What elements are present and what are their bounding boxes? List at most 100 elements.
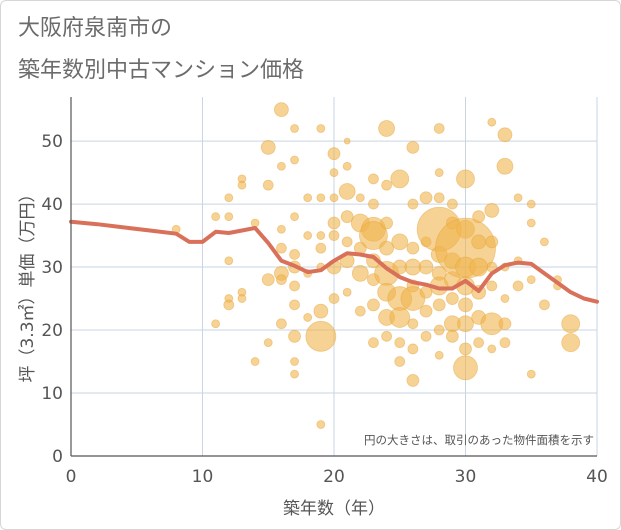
y-tick-label: 30 [41,258,63,278]
bubble-point [250,218,260,228]
bubble-point [288,329,301,343]
bubble-point [471,234,487,250]
bubble-point [316,231,326,240]
bubble-point [433,123,445,134]
bubble-point [394,356,406,367]
bubble-point [561,333,581,353]
bubble-point [290,124,299,133]
bubble-point [289,280,300,292]
bubble-point [338,183,356,200]
bubble-point [303,231,313,240]
bubble-point [275,318,287,330]
bubble-point [469,257,489,277]
bubble-point [381,179,393,191]
bubble-point [473,337,485,349]
bubble-point [263,338,273,348]
bubble-point [368,337,379,349]
y-axis-label: 坪（3.3㎡）単価（万円） [18,185,38,382]
bubble-point [313,303,329,319]
bubble-point [459,342,472,356]
bubble-point [472,210,486,224]
bubble-point [497,127,513,143]
bubble-point [434,168,444,177]
bubble-point [500,294,510,303]
bubble-point [406,374,420,387]
bubble-point [420,330,432,342]
bubble-point [453,355,478,381]
bubble-point [498,317,512,331]
bubble-point [359,221,388,250]
bubble-point [305,320,337,352]
x-tick-label: 30 [455,467,477,487]
bubble-point [445,329,459,343]
bubble-point [487,117,497,127]
x-tick-label: 20 [323,467,345,487]
bubble-point [368,198,379,210]
bubble-point [561,314,581,334]
bubble-point [445,292,459,305]
bubble-point [223,299,235,311]
bubble-point [485,235,499,249]
bubble-point [499,337,511,349]
bubble-point [290,357,299,366]
bubble-point [211,212,221,222]
bubble-point [446,198,458,210]
bubble-point [342,287,352,297]
bubble-point [289,299,300,311]
bubble-point [378,120,396,137]
bubble-point [328,230,340,241]
bubble-point [341,236,353,248]
bubble-point [407,343,419,355]
bubble-point [380,216,394,230]
bubble-point [289,249,300,260]
bubble-point [434,350,444,360]
bubble-point [303,313,313,322]
bubble-point [355,193,365,203]
bubble-point [540,237,549,247]
chart-title-line1: 大阪府泉南市の [18,16,173,41]
bubble-point [379,240,395,256]
bubble-point [526,369,536,379]
bubble-point [457,315,474,333]
bubble-point [404,258,422,276]
bubble-point [273,102,289,117]
bubble-point [224,193,234,203]
y-tick-label: 10 [41,384,63,404]
bubble-point [211,319,221,329]
bubble-point [327,216,341,230]
bubble-point [526,199,536,209]
bubble-point [526,218,536,228]
bubble-point [394,337,406,349]
bubble-point [328,293,340,304]
bubble-point [340,210,354,224]
x-tick-label: 0 [66,467,77,487]
bubble-point [290,369,299,379]
bubble-point [487,344,497,354]
x-axis-label: 築年数（年） [283,499,385,519]
bubble-point [275,242,287,254]
bubble-point [407,198,419,210]
bubble-point [368,173,379,185]
y-tick-label: 0 [52,447,63,467]
bubble-point [433,324,445,336]
bubble-point [315,242,327,254]
bubble-point [391,233,409,251]
bubble-point [342,161,352,171]
bubble-point [275,274,287,286]
bubble-point [513,193,523,203]
bubble-point [486,280,498,292]
bubble-point [419,191,433,205]
bubble-point [407,318,419,330]
bubble-point [406,140,420,154]
bubble-point [316,193,326,203]
bubble-point [390,169,410,189]
bubble-point [389,307,411,328]
y-tick-label: 20 [41,321,63,341]
bubble-point [262,179,274,191]
bubble-layer [171,102,581,429]
bubble-point [539,299,550,311]
bubble-point [329,193,339,203]
bubble-point [354,305,366,317]
y-tick-label: 40 [41,195,63,215]
bubble-point [237,294,247,303]
